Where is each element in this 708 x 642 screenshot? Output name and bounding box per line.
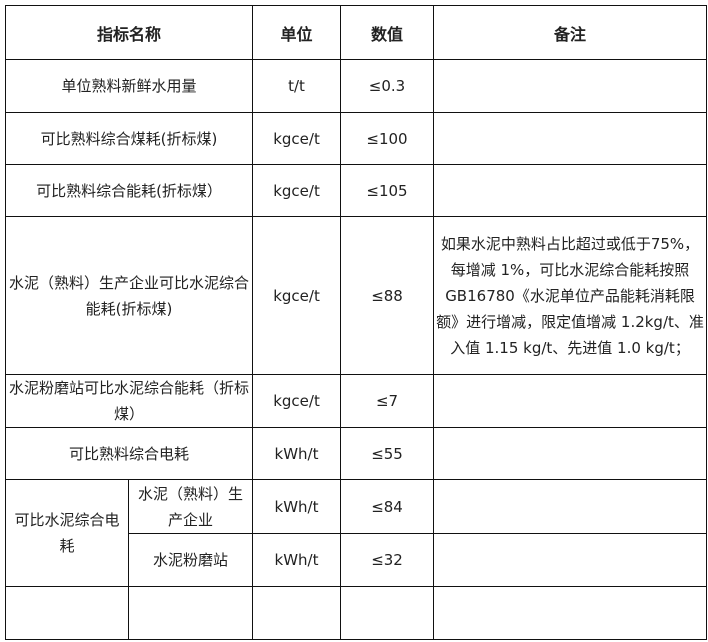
indicator-table: 指标名称 单位 数值 备注 单位熟料新鲜水用量 t/t ≤0.3 可比熟料综合煤… (4, 5, 708, 640)
row-unit: kgce/t (252, 164, 342, 217)
empty-row (5, 586, 708, 640)
row-note (433, 112, 708, 165)
row-value: ≤0.3 (340, 59, 435, 113)
row-unit: kgce/t (252, 374, 342, 428)
table-row: 可比熟料综合能耗(折标煤） kgce/t ≤105 (4, 164, 708, 217)
subrow-value: ≤84 (340, 479, 435, 534)
row-value: ≤105 (340, 164, 435, 217)
row-name: 单位熟料新鲜水用量 (4, 59, 254, 113)
header-name: 指标名称 (4, 5, 254, 60)
empty-cell (433, 586, 708, 640)
table-row: 可比水泥综合电耗 水泥（熟料）生产企业 kWh/t ≤84 (5, 479, 708, 587)
empty-cell (5, 586, 129, 640)
table-row: 可比熟料综合煤耗(折标煤) kgce/t ≤100 (4, 112, 708, 165)
group-name: 可比水泥综合电耗 (5, 479, 129, 587)
row-name: 可比熟料综合电耗 (4, 427, 254, 480)
subrow-name: 水泥粉磨站 (127, 533, 254, 587)
row-unit: kgce/t (252, 112, 342, 165)
row-name: 水泥粉磨站可比水泥综合能耗（折标煤） (4, 374, 254, 428)
subrow-note (433, 479, 708, 534)
subrow-unit: kWh/t (252, 533, 342, 587)
empty-cell (252, 586, 342, 640)
row-name: 可比熟料综合煤耗(折标煤) (4, 112, 254, 165)
row-unit: t/t (252, 59, 342, 113)
subrow-name: 水泥（熟料）生产企业 (127, 479, 254, 534)
row-value: ≤55 (340, 427, 435, 480)
row-unit: kWh/t (252, 427, 342, 480)
row-value: ≤88 (340, 216, 435, 375)
header-row: 指标名称 单位 数值 备注 (4, 5, 708, 60)
subrow-value: ≤32 (340, 533, 435, 587)
subrow-note (433, 533, 708, 587)
table-row: 水泥粉磨站可比水泥综合能耗（折标煤） kgce/t ≤7 (4, 374, 708, 428)
row-unit: kgce/t (252, 216, 342, 375)
row-name: 水泥（熟料）生产企业可比水泥综合能耗(折标煤) (4, 216, 254, 375)
header-note: 备注 (433, 5, 708, 60)
row-value: ≤7 (340, 374, 435, 428)
header-value: 数值 (340, 5, 435, 60)
row-note (433, 164, 708, 217)
table-row: 单位熟料新鲜水用量 t/t ≤0.3 (4, 59, 708, 113)
row-name: 可比熟料综合能耗(折标煤） (4, 164, 254, 217)
row-note (433, 374, 708, 428)
table-row: 水泥粉磨站 kWh/t ≤32 (6, 533, 708, 587)
subrow-unit: kWh/t (252, 479, 342, 534)
row-note: 如果水泥中熟料占比超过或低于75%，每增减 1%，可比水泥综合能耗按照 GB16… (433, 216, 708, 375)
table-row: 可比熟料综合电耗 kWh/t ≤55 (4, 427, 708, 480)
empty-cell (127, 586, 254, 640)
table-row: 水泥（熟料）生产企业可比水泥综合能耗(折标煤) kgce/t ≤88 如果水泥中… (4, 216, 708, 375)
row-value: ≤100 (340, 112, 435, 165)
row-note (433, 59, 708, 113)
empty-cell (340, 586, 435, 640)
header-unit: 单位 (252, 5, 342, 60)
row-note (433, 427, 708, 480)
